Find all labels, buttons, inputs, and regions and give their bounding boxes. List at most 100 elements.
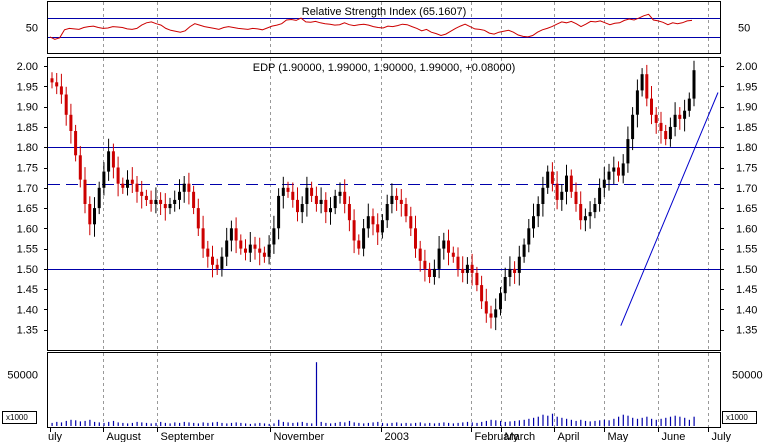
price-tick-label-left: 1.85 <box>17 122 38 134</box>
volume-bar <box>679 416 681 426</box>
volume-bar <box>164 422 166 426</box>
candle-body <box>258 248 262 253</box>
candle-body <box>626 139 630 164</box>
candle-body <box>499 293 502 310</box>
volume-bar <box>618 416 620 426</box>
candle-body <box>574 191 578 204</box>
volume-bar <box>452 423 454 426</box>
price-tick-label-left: 1.75 <box>17 163 38 175</box>
candle-body <box>215 264 219 269</box>
candle-body <box>59 86 63 95</box>
volume-bar <box>438 422 440 426</box>
volume-bar <box>504 421 506 426</box>
volume-bar <box>391 422 393 426</box>
rsi-tick-label-left: 50 <box>26 23 38 35</box>
volume-bar <box>348 420 351 426</box>
candle-body <box>64 94 68 115</box>
candle-body <box>602 179 606 188</box>
candle-body <box>579 204 583 221</box>
candle-body <box>612 167 616 172</box>
rsi-line <box>49 13 693 40</box>
candle-body <box>621 163 625 176</box>
candle-body <box>423 260 427 269</box>
candle-body <box>163 204 167 209</box>
month-label: September <box>161 431 215 442</box>
price-tick-label-left: 2.00 <box>17 61 38 73</box>
candle-body <box>343 191 347 204</box>
candle-body <box>418 248 422 261</box>
candle-body <box>88 204 92 225</box>
candle-body <box>593 204 597 213</box>
volume-bar <box>377 421 379 426</box>
volume-bar <box>278 419 280 426</box>
price-tick-label-left: 1.40 <box>17 304 38 316</box>
volume-bar <box>542 414 544 426</box>
candle-body <box>461 268 465 273</box>
candle-body <box>432 268 436 277</box>
price-tick-label-left: 1.90 <box>17 102 38 114</box>
candle-body <box>508 268 512 277</box>
reference-lines <box>48 18 720 270</box>
volume-bar <box>127 423 129 426</box>
candle-body <box>130 179 134 184</box>
candle-body <box>456 256 460 269</box>
volume-bar <box>363 423 365 426</box>
volume-bar <box>89 419 91 426</box>
volume-bar <box>155 422 157 426</box>
volume-bar <box>353 422 355 426</box>
candle-body <box>650 98 653 115</box>
candle-body <box>550 171 554 184</box>
volume-bar <box>330 423 332 426</box>
candle-body <box>565 175 568 192</box>
rsi-series <box>49 13 693 40</box>
volume-bar <box>410 423 412 426</box>
volume-bar <box>315 362 318 426</box>
volume-bar <box>56 421 58 426</box>
price-tick-label-right: 1.95 <box>736 81 757 93</box>
volume-unit-label-left: x1000 <box>6 413 28 422</box>
candle-body <box>50 78 54 83</box>
candle-body <box>244 248 247 253</box>
candle-body <box>546 171 550 188</box>
volume-bar <box>230 422 233 426</box>
month-label: November <box>274 431 325 442</box>
candle-body <box>277 195 281 229</box>
volume-bar <box>405 422 407 426</box>
candle-body <box>55 82 59 87</box>
volume-bar <box>561 417 563 426</box>
volume-bar <box>358 422 360 426</box>
volume-bar <box>575 420 577 426</box>
candle-body <box>385 204 389 221</box>
volume-bar <box>632 417 634 426</box>
candle-body <box>239 240 243 249</box>
month-label: uly <box>48 431 63 442</box>
candle-body <box>371 216 375 225</box>
candle-body <box>447 240 450 253</box>
volume-bar <box>75 420 77 426</box>
price-tick-label-left: 1.65 <box>17 203 38 215</box>
volume-bar <box>150 423 152 426</box>
volume-bar <box>584 420 587 426</box>
candle-body <box>78 155 82 180</box>
candle-body <box>607 171 611 180</box>
candle-body <box>168 204 172 209</box>
candle-body <box>159 199 163 204</box>
volume-unit-box-left <box>2 411 37 424</box>
candle-body <box>654 114 658 123</box>
candle-body <box>267 244 271 257</box>
volume-bar <box>537 416 539 426</box>
candle-body <box>380 220 384 233</box>
volume-bar <box>108 421 110 426</box>
candle-body <box>262 252 266 257</box>
volume-bar <box>622 414 624 426</box>
volume-bar <box>226 423 228 426</box>
candle-body <box>555 183 559 200</box>
candle-body <box>116 167 120 184</box>
candle-body <box>140 191 144 196</box>
candle-body <box>93 208 96 225</box>
candle-body <box>220 256 224 269</box>
price-tick-label-left: 1.80 <box>17 142 38 154</box>
volume-bar <box>646 416 648 426</box>
candle-body <box>324 199 328 213</box>
volume-panel-frame <box>47 352 721 428</box>
